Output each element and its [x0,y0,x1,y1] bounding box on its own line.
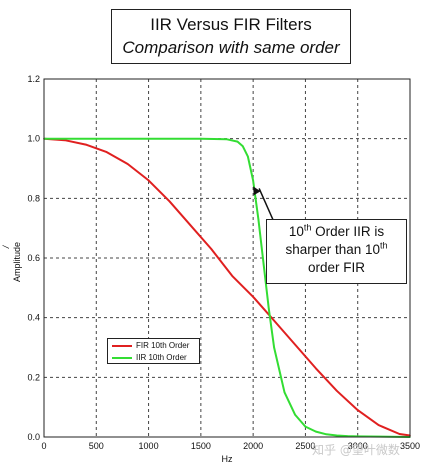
legend-swatch-iir [112,357,132,359]
data-point [336,434,338,437]
data-point [168,200,171,203]
series-layer [43,137,411,438]
y-tick-label: 0.2 [27,372,40,382]
data-point [268,307,270,310]
chart-subtitle: Comparison with same order [122,38,340,57]
annotation-superscript: th [380,240,388,251]
data-point [105,151,108,153]
arrow-head [253,186,261,196]
arrow-shaft [258,188,275,223]
data-point [189,224,192,226]
x-tick-label: 2000 [243,441,263,451]
data-point [247,155,249,158]
y-tick-label: 0.6 [27,253,40,263]
data-point [147,179,150,182]
y-tick-label: 0.8 [27,193,40,203]
data-point [262,307,265,310]
data-point [241,145,244,147]
data-point [200,137,202,140]
data-point [377,424,380,426]
data-point [95,137,98,140]
data-point [85,143,87,146]
series-line-fir [43,137,411,437]
y-tick-label: 0.4 [27,313,40,323]
data-point [147,137,150,140]
legend-item-fir: FIR 10th Order [108,340,199,351]
data-point [236,140,239,143]
data-point [304,425,307,428]
legend-label-iir: IIR 10th Order [136,353,187,362]
data-point [315,367,317,370]
x-tick-label: 3500 [400,441,420,451]
data-point [398,433,401,435]
legend: FIR 10th Order IIR 10th Order [107,338,200,364]
data-point [64,139,66,141]
x-axis-label: Hz [222,454,233,464]
data-point [210,248,213,250]
y-tick-label: 1.0 [27,134,40,144]
y-tick-label: 1.2 [27,74,40,84]
data-point [126,163,129,165]
series-points-fir [43,137,411,437]
data-point [273,319,275,322]
series-points-iir [43,137,411,438]
data-point [315,430,317,433]
x-tick-label: 500 [89,441,104,451]
series-line-iir [44,137,411,438]
annotation-line-1: 10th Order IIR is [267,223,406,241]
y-tick-label: 0.0 [27,432,40,442]
data-point [252,179,254,182]
data-point [336,390,338,392]
data-point [356,409,359,411]
legend-swatch-fir [112,345,132,347]
data-point [294,413,296,416]
y-axis-label: Amplitude [12,242,22,282]
data-point [273,346,275,349]
annotation-text: sharper than 10 [285,242,381,257]
chart-title: IIR Versus FIR Filters [150,15,312,34]
data-point [252,296,254,298]
annotation-text: 10 [288,224,304,239]
data-point [226,138,228,141]
data-point [257,218,260,220]
annotation-line-2: sharper than 10th [267,241,406,259]
annotation-superscript: th [303,222,312,233]
annotation-text: Order IIR is [311,224,385,239]
x-tick-label: 0 [41,441,46,451]
y-axis-label-mark: / [1,244,11,249]
data-point [262,263,265,265]
watermark: 知乎 @望叶微数 [312,443,400,457]
annotation-arrow [253,186,275,223]
x-tick-label: 1500 [191,441,211,451]
data-point [283,391,286,394]
data-point [231,275,233,277]
x-tick-label: 3000 [348,441,368,451]
tick-layer: 0 500 1000 1500 2000 2500 3000 3500 0.0 0.2 0.4 0.6… [27,74,420,451]
data-point [325,433,328,436]
annotation-line-3: order FIR [307,260,365,275]
plot-frame [43,78,411,438]
annotation-box: 10th Order IIR is sharper than 10th orde… [266,219,407,284]
x-tick-label: 2500 [295,441,315,451]
data-point [294,343,296,346]
x-tick-label: 1000 [139,441,159,451]
legend-label-fir: FIR 10th Order [136,341,190,350]
legend-item-iir: IIR 10th Order [108,352,199,363]
chart-title-box: IIR Versus FIR Filters Comparison with s… [111,9,351,64]
